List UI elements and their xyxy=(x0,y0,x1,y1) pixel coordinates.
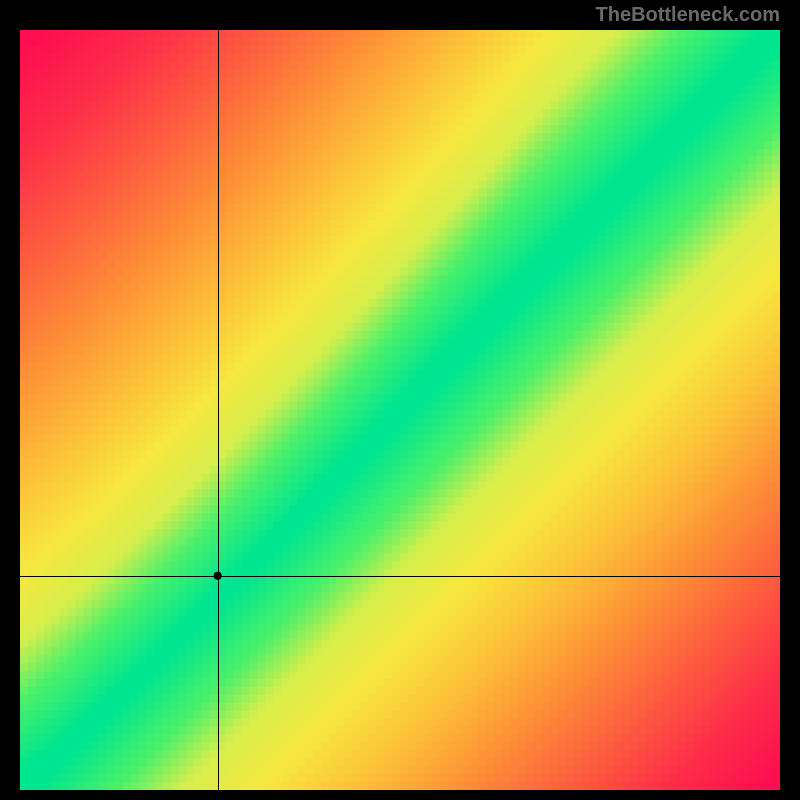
watermark-text: TheBottleneck.com xyxy=(596,4,780,27)
chart-container: TheBottleneck.com xyxy=(0,0,800,800)
crosshair-overlay xyxy=(20,30,780,790)
